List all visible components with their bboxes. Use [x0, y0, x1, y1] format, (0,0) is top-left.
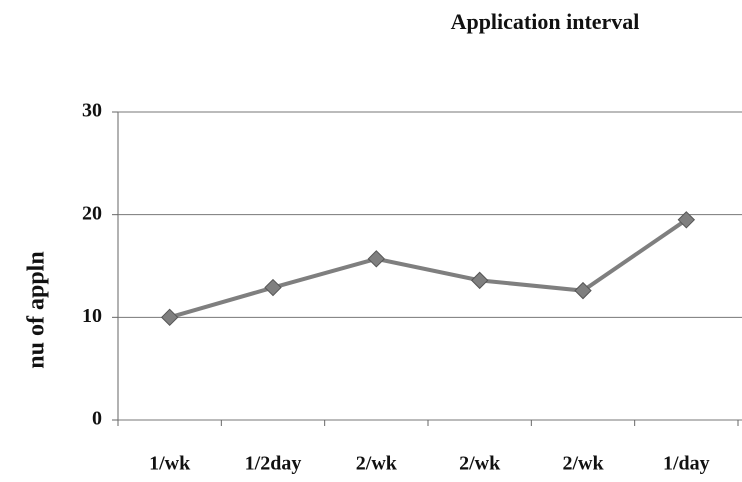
chart-title: Application interval [451, 9, 640, 34]
x-tick-label: 1/wk [149, 453, 191, 475]
series-line [169, 218, 688, 320]
data-point [264, 278, 282, 297]
data-point [160, 308, 179, 327]
y-tick-label: 20 [82, 202, 102, 224]
y-tick-label: 10 [82, 305, 102, 327]
x-tick-label: 2/wk [356, 453, 398, 475]
y-tick-label: 30 [82, 100, 102, 122]
x-tick-label: 1/day [663, 453, 710, 475]
data-point [367, 250, 386, 268]
data-point [470, 271, 489, 290]
x-tick-label: 2/wk [459, 453, 501, 475]
y-tick-label: 0 [92, 408, 102, 430]
x-tick-label: 2/wk [562, 453, 604, 475]
data-point [574, 281, 592, 300]
x-tick-label: 1/2day [245, 453, 302, 475]
y-axis-label: nu of appln [24, 251, 50, 368]
data-point [677, 211, 696, 229]
